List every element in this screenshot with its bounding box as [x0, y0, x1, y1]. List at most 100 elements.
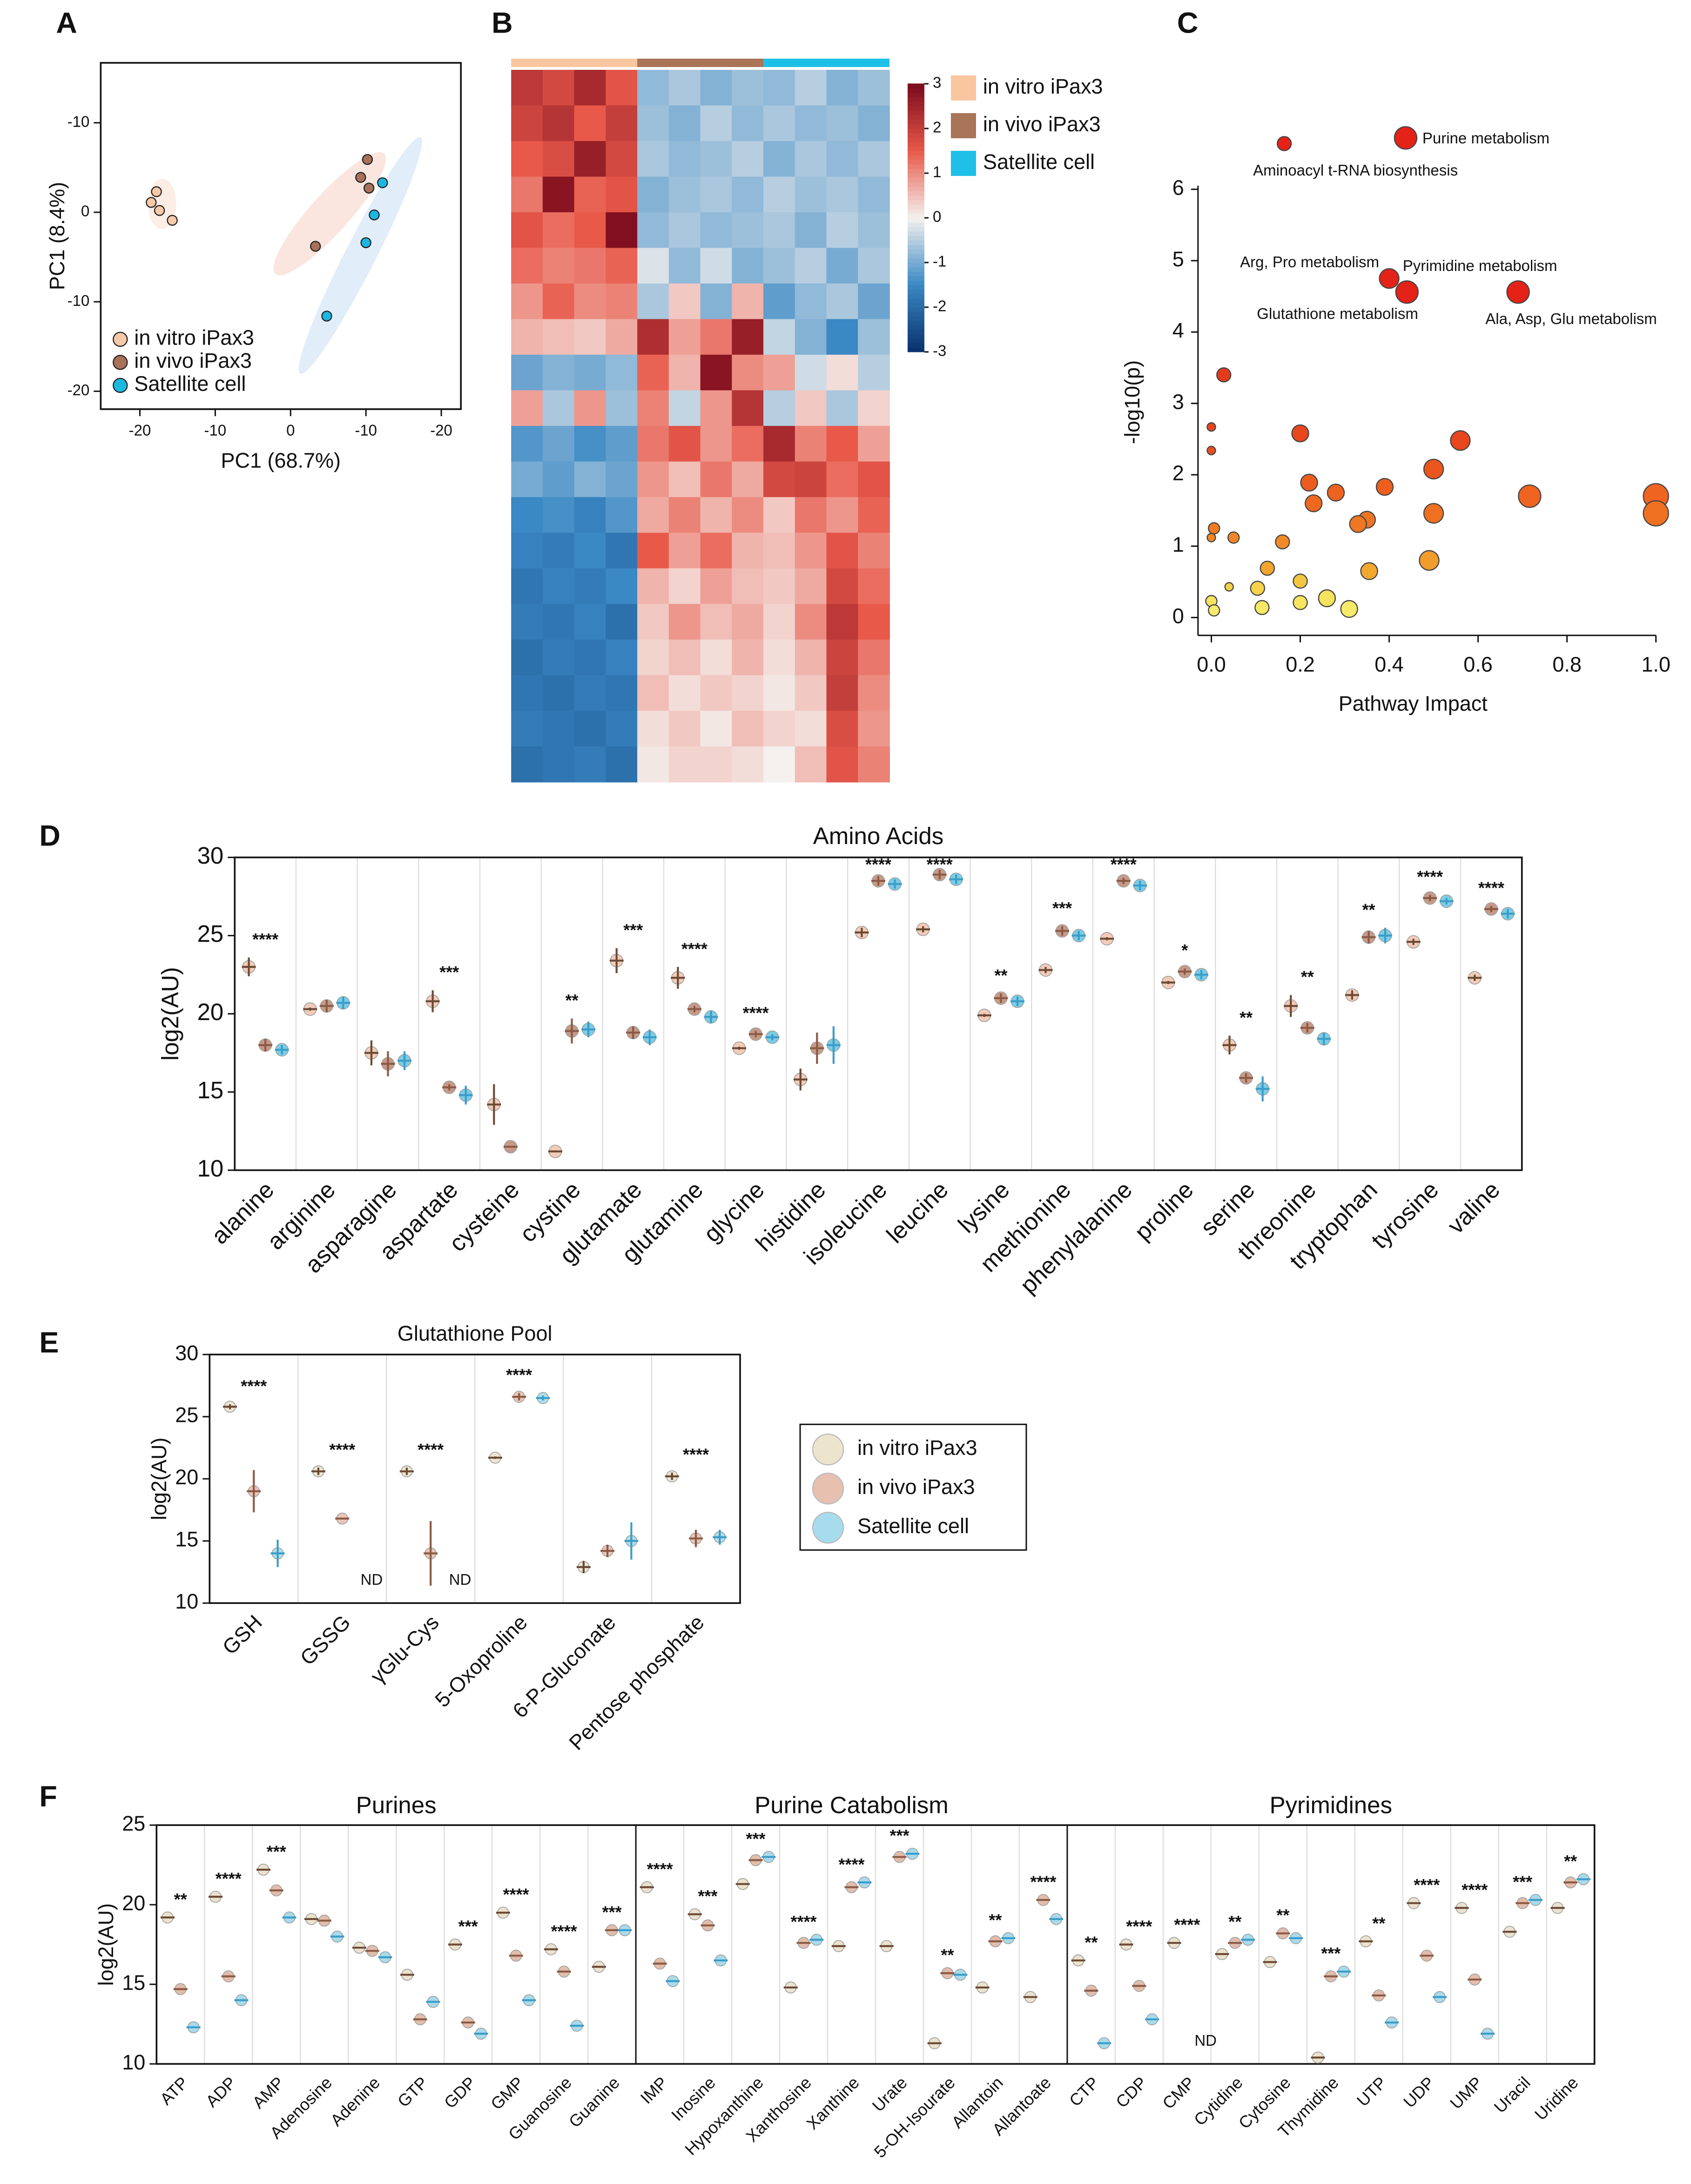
heatmap-cell: [668, 69, 701, 106]
heatmap-cell: [511, 426, 543, 462]
heatmap-cell: [858, 212, 890, 249]
nd-label: ND: [1194, 2032, 1217, 2049]
heatmap-cell: [574, 390, 606, 426]
heatmap-cell: [858, 69, 890, 106]
colorbar-slice: [907, 338, 924, 344]
heatmap-cell: [542, 283, 575, 320]
significance-label: ****: [681, 939, 707, 958]
heatmap-cell: [511, 141, 543, 177]
heatmap-cell: [795, 283, 827, 320]
heatmap-cell: [826, 746, 859, 783]
x-tick-label: -20: [129, 422, 151, 439]
heatmap-cell: [732, 746, 764, 783]
bubble: [1208, 604, 1220, 617]
panel-label: C: [1177, 7, 1198, 40]
heatmap-cell: [668, 248, 701, 284]
heatmap-cell: [763, 248, 795, 284]
colorbar-slice: [907, 155, 924, 160]
heatmap-cell: [637, 283, 669, 320]
heatmap-cell: [637, 69, 669, 106]
heatmap-cell: [826, 354, 859, 391]
x-tick-label: valine: [1442, 1176, 1505, 1238]
bubble: [1206, 446, 1216, 455]
y-tick-label: 25: [175, 1403, 198, 1427]
heatmap-cell: [574, 461, 606, 498]
bubble: [1224, 582, 1234, 592]
heatmap-cell: [732, 710, 764, 747]
legend-label: in vitro iPax3: [857, 1436, 977, 1460]
bubble: [1206, 422, 1216, 432]
heatmap-cell: [763, 390, 795, 426]
heatmap-cell: [637, 497, 669, 534]
y-tick-label: 30: [175, 1341, 198, 1365]
group-bar: [763, 58, 889, 67]
heatmap-cell: [668, 390, 701, 426]
heatmap-cell: [511, 212, 543, 249]
heatmap-cell: [858, 746, 890, 783]
heatmap-cell: [700, 283, 733, 320]
bubble: [1394, 126, 1418, 150]
group-bar: [511, 58, 638, 67]
heatmap-cell: [511, 746, 543, 783]
panel-label: B: [492, 7, 512, 40]
heatmap-cell: [795, 710, 827, 747]
x-tick-label: Guanine: [565, 2073, 623, 2131]
significance-label: ****: [1478, 878, 1504, 897]
x-tick-label: ATP: [156, 2073, 192, 2109]
y-axis-label: PC1 (8.4%): [45, 182, 69, 290]
colorbar-slice: [907, 311, 924, 317]
heatmap-cell: [606, 283, 638, 320]
panel-label: D: [39, 819, 60, 852]
heatmap-cell: [763, 639, 795, 676]
heatmap-cell: [606, 533, 638, 569]
heatmap-cell: [606, 675, 638, 711]
x-tick-label: γGlu-Cys: [366, 1610, 444, 1688]
significance-label: ****: [683, 1445, 709, 1464]
significance-label: ***: [458, 1917, 478, 1936]
x-tick-label: GSSG: [296, 1610, 355, 1670]
colorbar-slice: [907, 298, 924, 303]
heatmap-cell: [574, 319, 606, 355]
heatmap-cell: [858, 675, 890, 711]
heatmap-cell: [826, 212, 859, 249]
significance-label: ****: [216, 1869, 242, 1888]
heatmap-cell: [763, 497, 795, 534]
legend-swatch: [950, 75, 976, 101]
plot-frame: [100, 62, 462, 410]
x-tick-label: 0.6: [1463, 653, 1493, 676]
y-tick-label: 6: [1172, 176, 1184, 199]
heatmap-cell: [542, 426, 575, 462]
legend-swatch: [950, 113, 976, 138]
y-tick-label: 0: [1172, 604, 1184, 628]
y-tick-label: 2: [1172, 461, 1184, 485]
x-tick-label: Urate: [869, 2073, 911, 2115]
heatmap-cell: [542, 69, 575, 106]
heatmap-cell: [606, 105, 638, 142]
point: [362, 154, 373, 165]
heatmap-cell: [574, 283, 606, 320]
heatmap-cell: [858, 176, 890, 213]
x-tick-label: -10: [204, 422, 227, 439]
significance-label: ****: [927, 855, 953, 874]
x-tick-label: 1.0: [1641, 653, 1671, 676]
colorbar-slice: [907, 222, 924, 227]
heatmap-cell: [763, 354, 795, 391]
point: [360, 237, 371, 249]
heatmap-cell: [700, 746, 733, 783]
heatmap-cell: [511, 639, 543, 676]
heatmap-cell: [795, 176, 827, 213]
plot-frame: [155, 1824, 1596, 2065]
colorbar-tick-label: -3: [933, 342, 946, 359]
heatmap-cell: [700, 69, 733, 106]
significance-label: **: [994, 966, 1007, 985]
heatmap-cell: [700, 176, 733, 213]
heatmap-cell: [511, 390, 543, 426]
heatmap-cell: [511, 248, 543, 284]
heatmap-cell: [700, 675, 733, 711]
heatmap-cell: [637, 105, 669, 142]
heatmap-cell: [858, 141, 890, 177]
colorbar-slice: [907, 262, 924, 268]
heatmap-cell: [858, 533, 890, 569]
heatmap-cell: [732, 354, 764, 391]
heatmap-cell: [542, 497, 575, 534]
